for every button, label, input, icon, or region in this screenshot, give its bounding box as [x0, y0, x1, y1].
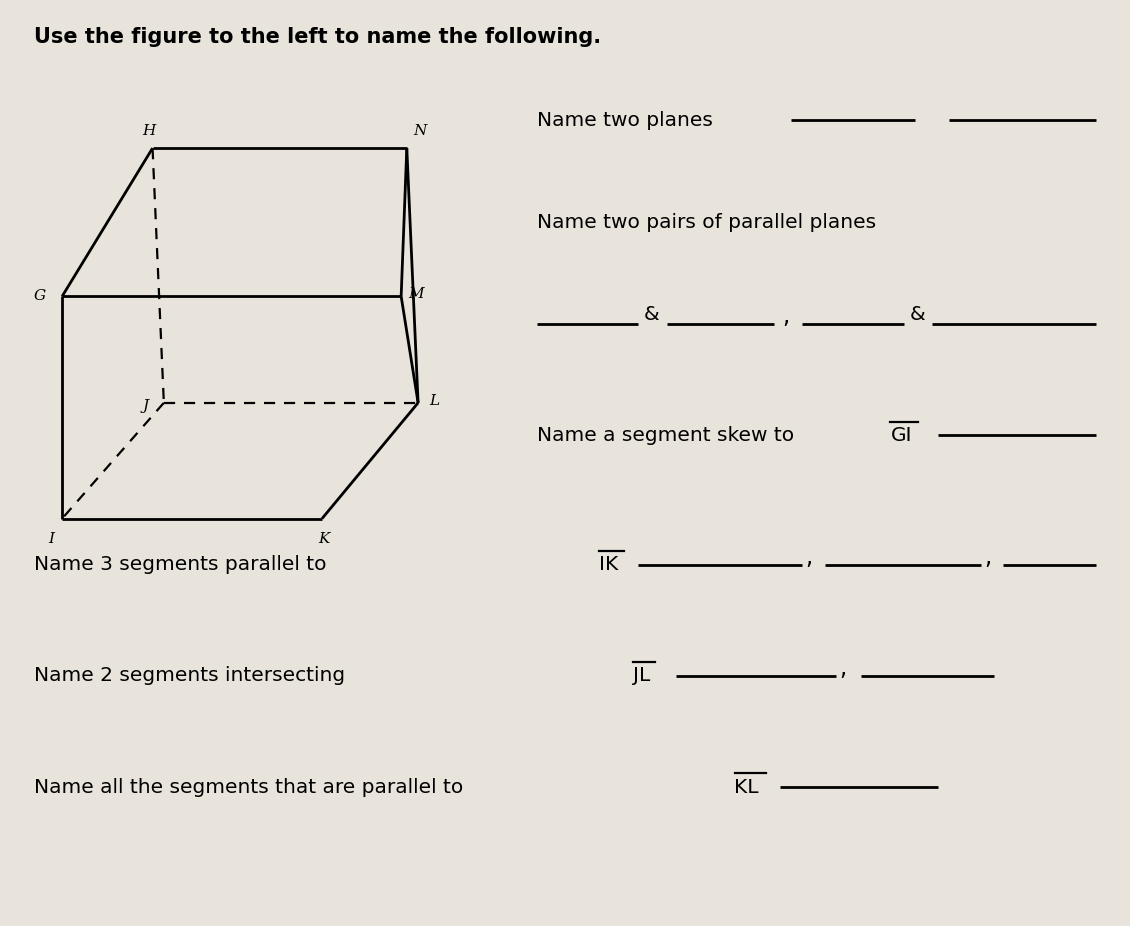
Text: Use the figure to the left to name the following.: Use the figure to the left to name the f…: [34, 27, 601, 47]
Text: Name all the segments that are parallel to: Name all the segments that are parallel …: [34, 778, 463, 796]
Text: ,: ,: [782, 306, 789, 328]
Text: GI: GI: [890, 426, 912, 444]
Text: &: &: [910, 306, 925, 324]
Text: Name 2 segments intersecting: Name 2 segments intersecting: [34, 667, 345, 685]
Text: ,: ,: [806, 546, 812, 569]
Text: H: H: [142, 124, 156, 139]
Text: K: K: [319, 532, 330, 546]
Text: IK: IK: [599, 556, 618, 574]
Text: ,: ,: [840, 657, 846, 680]
Text: I: I: [47, 532, 54, 546]
Text: JL: JL: [633, 667, 650, 685]
Text: KL: KL: [734, 778, 759, 796]
Text: N: N: [414, 124, 427, 139]
Text: Name two planes: Name two planes: [537, 111, 713, 130]
Text: &: &: [644, 306, 660, 324]
Text: L: L: [429, 394, 438, 408]
Text: G: G: [34, 289, 45, 304]
Text: M: M: [408, 287, 424, 302]
Text: Name 3 segments parallel to: Name 3 segments parallel to: [34, 556, 327, 574]
Text: Name two pairs of parallel planes: Name two pairs of parallel planes: [537, 213, 876, 232]
Text: J: J: [142, 398, 149, 413]
Text: ,: ,: [984, 546, 991, 569]
Text: Name a segment skew to: Name a segment skew to: [537, 426, 794, 444]
